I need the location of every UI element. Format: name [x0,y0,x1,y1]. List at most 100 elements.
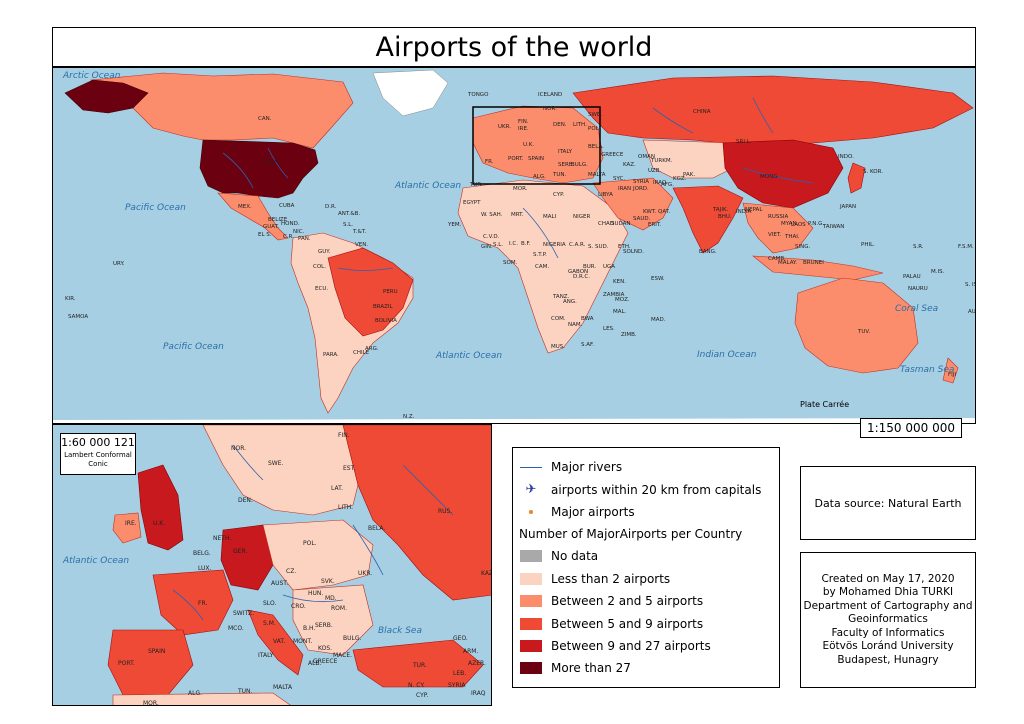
capital-airport-icon: ✈ [525,482,537,498]
new-zealand-shape [942,357,959,384]
inset-country-labels: NOR. SWE. FIN. EST. LAT. LITH. DEN. RUS. BELA. IR… [118,432,491,706]
inset-extent-rectangle [472,106,601,185]
ocean-label-atlantic-north: Atlantic Ocean [394,181,461,191]
inset-country-label: ROM. [331,605,347,612]
inset-country-label: SLO. [263,600,276,607]
inset-country-label: NOR. [231,445,246,452]
europe-inset-map[interactable]: Atlantic Ocean Black Sea NOR. SWE. FIN. EST… [52,424,492,706]
world-country-label: RUSSIA [768,214,788,220]
world-country-label: D.R. [325,204,337,210]
credit-line: Geoinformatics [848,613,928,626]
world-country-label: W. SAH. [481,212,503,218]
world-country-label: ITALY [558,149,573,155]
legend-class-label: Less than 2 airports [551,571,671,586]
inset-country-label: IRE. [125,520,137,527]
world-country-label: S.AF. [581,342,594,348]
world-country-label: BELA. [588,144,604,150]
world-country-label: S. SUD. [588,244,609,250]
world-country-label: SYC. [613,176,625,182]
world-country-label: SERB. [558,162,575,168]
world-country-label: UZB. [648,168,661,174]
data-source-text: Data source: Natural Earth [814,496,962,510]
world-country-label: ZAMBIA [603,292,625,298]
world-country-label: LITH. [573,122,587,128]
india-shape [672,185,744,254]
world-country-label: BHU. [718,214,732,220]
credits-box: Created on May 17, 2020 by Mohamed Dhia T… [800,552,976,688]
world-country-label: MAD. [651,317,666,323]
legend-swatch [519,662,543,675]
world-country-label: KIR. [65,296,76,302]
world-country-label: ANT.&B. [338,211,360,217]
river-line-symbol [519,461,543,473]
credit-line: Eötvös Loránd University [822,640,954,653]
world-country-label: ETH. [618,244,631,250]
antarctica-shape [53,418,975,423]
world-country-label: EGYPT [463,200,481,206]
world-country-label: CHAD [598,221,614,227]
legend-item-rivers: Major rivers [519,456,773,478]
credit-line: Created on May 17, 2020 [821,572,955,585]
world-country-label: HOND. [281,221,300,227]
world-country-label: BWA [581,316,594,322]
world-country-label: BUR. [583,264,596,270]
inset-country-label: GER. [233,548,247,555]
map-title: Airports of the world [375,31,653,63]
inset-ocean-label-atlantic: Atlantic Ocean [62,556,129,566]
ocean-label-pacific-south: Pacific Ocean [163,342,224,352]
legend-swatch [519,639,543,652]
world-country-label: BELIZE [268,217,288,223]
inset-country-label: MOR. [143,700,159,706]
world-map-svg: Arctic Ocean Pacific Ocean Atlantic Ocea… [53,68,975,423]
legend-class-label: More than 27 [551,661,631,676]
world-country-label: ECU. [315,286,328,292]
world-country-label: CHINA [693,109,711,115]
inset-country-label: EST. [343,465,356,472]
world-country-label: N.Z. [403,414,415,420]
world-country-label: T.&T. [352,229,366,235]
turkey-inset-shape [352,639,484,688]
italy-inset-shape [247,609,304,676]
world-country-label: SING. [795,244,810,250]
world-country-label: S.L. [493,242,503,248]
legend-class-0: No data [519,545,773,567]
data-source-box: Data source: Natural Earth [800,466,976,540]
north-africa-inset-shape [112,692,291,705]
world-country-label: TUN. [552,172,566,178]
inset-country-label: ALB. [308,660,322,667]
inset-country-label: U.K. [153,520,165,527]
world-country-label: POL. [588,126,601,132]
mexico-shape [217,192,289,241]
inset-country-label: CZ. [286,568,296,575]
world-country-label: TAJIK. [712,207,729,213]
world-country-label: INDO. [838,154,854,160]
inset-country-label: UKR. [358,570,372,577]
legend-class-label: Between 5 and 9 airports [551,616,704,631]
legend-heading: Number of MajorAirports per Country [519,527,743,542]
inset-country-label: GREECE [313,658,338,665]
legend-class-2: Between 2 and 5 airports [519,590,773,612]
inset-country-label: HUN. [308,590,323,597]
inset-country-label: B.H. [303,625,315,632]
world-map[interactable]: Arctic Ocean Pacific Ocean Atlantic Ocea… [52,67,976,424]
inset-country-label: N. CY. [408,682,425,689]
world-country-label: MYAN. [781,221,799,227]
world-country-label: PALAU [903,274,921,280]
canada-shape [90,72,354,149]
airport-dot-icon [519,506,543,518]
world-country-label: DEN. [553,122,567,128]
inset-scale-box: 1:60 000 121 Lambert Conformal Conic [60,433,136,475]
world-country-label: FIN. [518,119,529,125]
world-country-label: C.V.D. [483,234,500,240]
china-shape [722,139,844,209]
world-country-label: PAK. [683,172,695,178]
world-country-label: CUBA [279,203,295,209]
world-country-label: NIC. [293,229,305,235]
inset-country-label: BELG. [193,550,211,557]
legend-swatch [519,617,543,630]
world-country-label: BRAZIL [373,304,394,310]
world-country-label: MOR. [513,186,528,192]
legend-class-5: More than 27 [519,657,773,679]
inset-ocean-label-black-sea: Black Sea [378,626,422,636]
